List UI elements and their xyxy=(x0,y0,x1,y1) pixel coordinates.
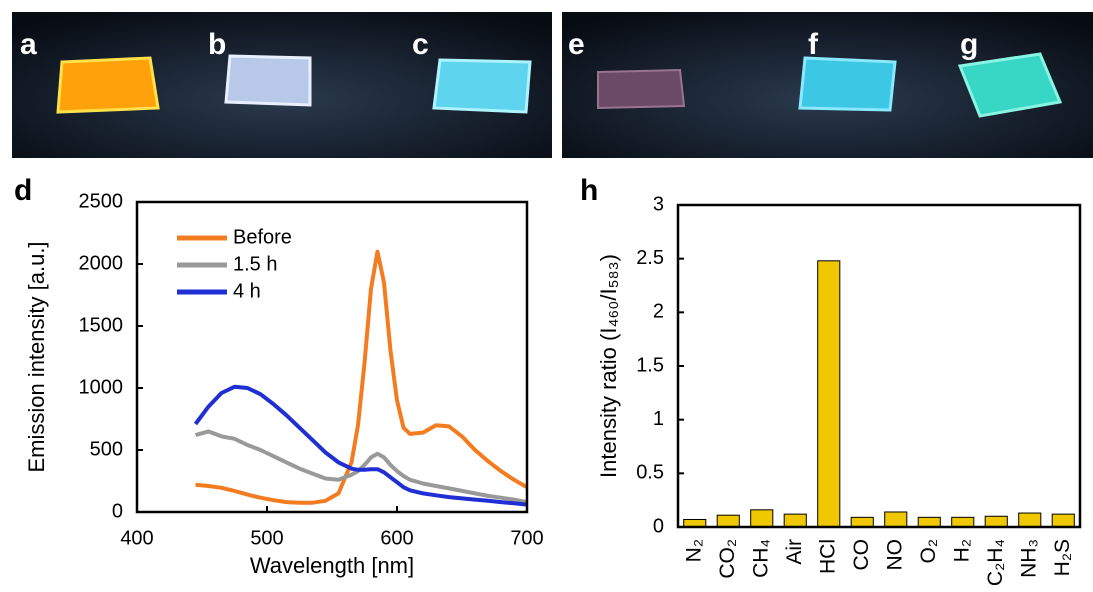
x-tick-label: CO xyxy=(850,539,873,571)
x-tick-label: 700 xyxy=(510,527,543,549)
y-tick-label: 0 xyxy=(653,515,664,537)
x-tick-label: NH₃ xyxy=(1017,539,1040,578)
x-tick-label: CO₂ xyxy=(716,539,739,579)
bar xyxy=(1052,514,1074,527)
y-axis-label: Emission intensity [a.u.] xyxy=(24,241,49,472)
panel-label: h xyxy=(580,174,598,207)
bar xyxy=(918,517,940,527)
y-tick-label: 1500 xyxy=(79,314,124,336)
y-tick-label: 0.5 xyxy=(636,462,664,484)
x-tick-label: 600 xyxy=(380,527,413,549)
x-tick-label: H₂ xyxy=(950,539,973,562)
y-tick-label: 500 xyxy=(90,438,123,460)
y-tick-label: 3 xyxy=(653,193,664,215)
photo-label: g xyxy=(960,28,978,61)
x-tick-label: C₂H₄ xyxy=(984,539,1007,586)
x-tick-label: 500 xyxy=(250,527,283,549)
y-tick-label: 1.5 xyxy=(636,354,664,376)
legend-label: Before xyxy=(233,226,292,248)
x-axis-label: Wavelength [nm] xyxy=(250,553,414,578)
x-tick-label: 400 xyxy=(120,527,153,549)
x-tick-label: N₂ xyxy=(682,539,705,562)
bar xyxy=(885,512,907,527)
y-tick-label: 2500 xyxy=(79,190,124,212)
bar xyxy=(985,516,1007,527)
x-tick-label: O₂ xyxy=(917,539,940,564)
photo-label: e xyxy=(568,28,585,61)
x-tick-label: CH₄ xyxy=(749,539,772,578)
x-tick-label: HCl xyxy=(816,539,839,574)
photo-label: f xyxy=(808,28,819,61)
x-tick-label: Air xyxy=(783,539,806,565)
bar xyxy=(818,261,840,527)
y-tick-label: 2 xyxy=(653,301,664,323)
bar xyxy=(717,515,739,527)
bar xyxy=(1019,513,1041,527)
bar xyxy=(952,517,974,527)
y-tick-label: 2.5 xyxy=(636,247,664,269)
y-tick-label: 2000 xyxy=(79,252,124,274)
figure: a b c e f g d Emission intensity [a.u.] 0 500 1000… xyxy=(0,0,1093,587)
bar xyxy=(851,517,873,527)
plot-frame xyxy=(678,205,1080,527)
photo-label: b xyxy=(208,28,226,61)
x-tick-label: NO xyxy=(883,539,906,571)
legend-label: 4 h xyxy=(233,280,261,302)
photo-label: a xyxy=(20,28,37,61)
bar xyxy=(751,510,773,527)
legend-label: 1.5 h xyxy=(233,253,277,275)
y-axis-label: Intensity ratio (I₄₆₀/I₅₈₃) xyxy=(596,254,621,478)
bar xyxy=(784,514,806,527)
y-tick-label: 0 xyxy=(112,500,123,522)
x-tick-label: H₂S xyxy=(1051,539,1074,576)
y-tick-label: 1000 xyxy=(79,376,124,398)
y-tick-label: 1 xyxy=(653,408,664,430)
plot-frame xyxy=(137,202,527,512)
line-series xyxy=(196,431,528,502)
photo-label: c xyxy=(412,28,429,61)
panel-label: d xyxy=(14,174,32,207)
